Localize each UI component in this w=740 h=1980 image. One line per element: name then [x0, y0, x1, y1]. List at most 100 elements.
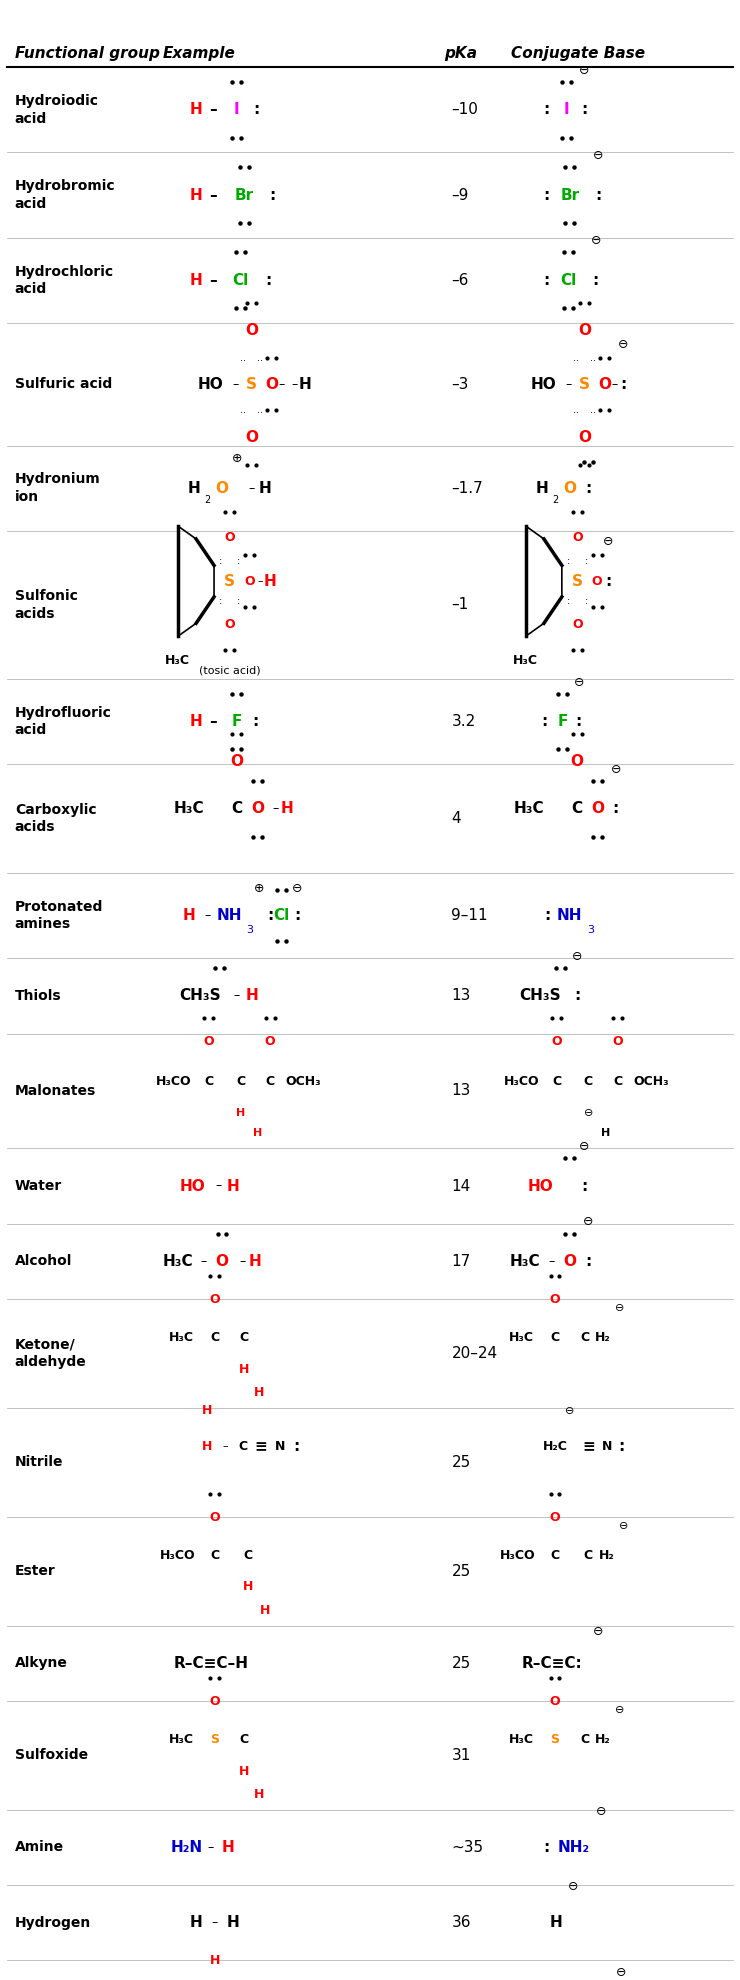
Text: Hydrochloric
acid: Hydrochloric acid: [15, 265, 114, 295]
Text: –10: –10: [451, 103, 478, 117]
Text: C: C: [204, 1075, 213, 1087]
Text: H₃C: H₃C: [510, 1253, 541, 1269]
Text: 20–24: 20–24: [451, 1346, 497, 1360]
Text: H: H: [221, 1839, 235, 1855]
Text: :: :: [605, 574, 611, 588]
Text: 3: 3: [246, 925, 254, 935]
Text: ⊖: ⊖: [568, 1881, 579, 1893]
Text: H: H: [254, 1386, 264, 1400]
Text: O: O: [578, 323, 591, 339]
Text: 2: 2: [552, 495, 558, 505]
Text: H: H: [187, 481, 201, 495]
Text: (tosic acid): (tosic acid): [198, 665, 260, 675]
Text: –: –: [548, 1255, 554, 1267]
Text: Hydrogen: Hydrogen: [15, 1915, 91, 1930]
Text: OCH₃: OCH₃: [286, 1075, 321, 1087]
Text: R–C≡C–H: R–C≡C–H: [174, 1655, 249, 1671]
Text: Thiols: Thiols: [15, 988, 61, 1004]
Text: HO: HO: [528, 1178, 553, 1194]
Text: –6: –6: [451, 273, 468, 287]
Text: H: H: [249, 1253, 262, 1269]
Text: H₃CO: H₃CO: [504, 1075, 539, 1087]
Text: O: O: [572, 618, 582, 632]
Text: –: –: [611, 378, 617, 390]
Text: C: C: [238, 1439, 247, 1453]
Text: O: O: [598, 376, 611, 392]
Text: H₃C: H₃C: [169, 1331, 194, 1344]
Text: 2: 2: [204, 495, 210, 505]
Text: H: H: [245, 988, 258, 1004]
Text: O: O: [224, 531, 235, 544]
Text: :: :: [219, 596, 222, 606]
Text: NH₂: NH₂: [557, 1839, 590, 1855]
Text: HO: HO: [531, 376, 556, 392]
Text: C: C: [243, 1548, 252, 1562]
Text: 9–11: 9–11: [451, 909, 488, 923]
Text: ⊖: ⊖: [565, 1406, 574, 1416]
Text: –: –: [258, 576, 263, 586]
Text: Br: Br: [235, 188, 254, 202]
Text: H₃C: H₃C: [162, 1253, 193, 1269]
Text: ⊖: ⊖: [579, 63, 590, 77]
Text: H: H: [280, 802, 294, 816]
Text: O: O: [215, 1253, 229, 1269]
Text: 36: 36: [451, 1915, 471, 1930]
Text: –: –: [223, 1441, 229, 1451]
Text: :: :: [620, 376, 626, 392]
Text: pKa: pKa: [444, 46, 477, 61]
Text: :: :: [254, 103, 260, 117]
Text: Sulfoxide: Sulfoxide: [15, 1748, 88, 1762]
Text: Ketone/
aldehyde: Ketone/ aldehyde: [15, 1338, 87, 1368]
Text: H: H: [226, 1178, 240, 1194]
Text: ⊖: ⊖: [593, 148, 603, 162]
Text: C: C: [571, 802, 583, 816]
Text: H: H: [189, 273, 203, 287]
Text: :: :: [252, 715, 258, 729]
Text: C: C: [236, 1075, 245, 1087]
Text: ⊖: ⊖: [292, 881, 303, 895]
Text: H₂: H₂: [595, 1331, 611, 1344]
Text: H: H: [298, 376, 312, 392]
Text: H: H: [239, 1764, 249, 1778]
Text: N: N: [275, 1439, 285, 1453]
Text: ⊖: ⊖: [583, 1216, 593, 1228]
Text: H: H: [535, 481, 548, 495]
Text: :: :: [219, 556, 222, 566]
Text: :: :: [585, 556, 588, 566]
Text: Functional group: Functional group: [15, 46, 160, 61]
Text: H: H: [189, 188, 203, 202]
Text: O: O: [563, 481, 576, 495]
Text: Sulfonic
acids: Sulfonic acids: [15, 590, 78, 620]
Text: ≡: ≡: [582, 1439, 595, 1453]
Text: H: H: [182, 909, 195, 923]
Text: S: S: [572, 574, 582, 588]
Text: O: O: [215, 481, 229, 495]
Text: CH₃S: CH₃S: [179, 988, 221, 1004]
Text: Conjugate Base: Conjugate Base: [511, 46, 645, 61]
Text: :: :: [582, 1178, 588, 1194]
Text: ≡: ≡: [255, 1439, 268, 1453]
Text: Br: Br: [560, 188, 579, 202]
Text: O: O: [578, 430, 591, 446]
Text: S: S: [551, 1732, 559, 1746]
Text: –: –: [249, 481, 255, 495]
Text: –: –: [278, 378, 284, 390]
Text: H₂: H₂: [595, 1732, 611, 1746]
Text: Cl: Cl: [560, 273, 576, 287]
Text: O: O: [571, 754, 584, 768]
Text: –9: –9: [451, 188, 468, 202]
Text: F: F: [232, 715, 242, 729]
Text: :: :: [613, 802, 619, 816]
Text: O: O: [591, 802, 605, 816]
Text: ..: ..: [573, 352, 579, 364]
Text: Hydrobromic
acid: Hydrobromic acid: [15, 180, 115, 210]
Text: H₃C: H₃C: [165, 653, 190, 667]
Text: –3: –3: [451, 376, 468, 392]
Text: Ester: Ester: [15, 1564, 56, 1578]
Text: –: –: [234, 990, 240, 1002]
Text: :: :: [619, 1439, 625, 1453]
Text: C: C: [613, 1075, 622, 1087]
Text: ⊖: ⊖: [584, 1107, 593, 1119]
Text: ..: ..: [591, 404, 596, 416]
Text: H: H: [260, 1604, 270, 1618]
